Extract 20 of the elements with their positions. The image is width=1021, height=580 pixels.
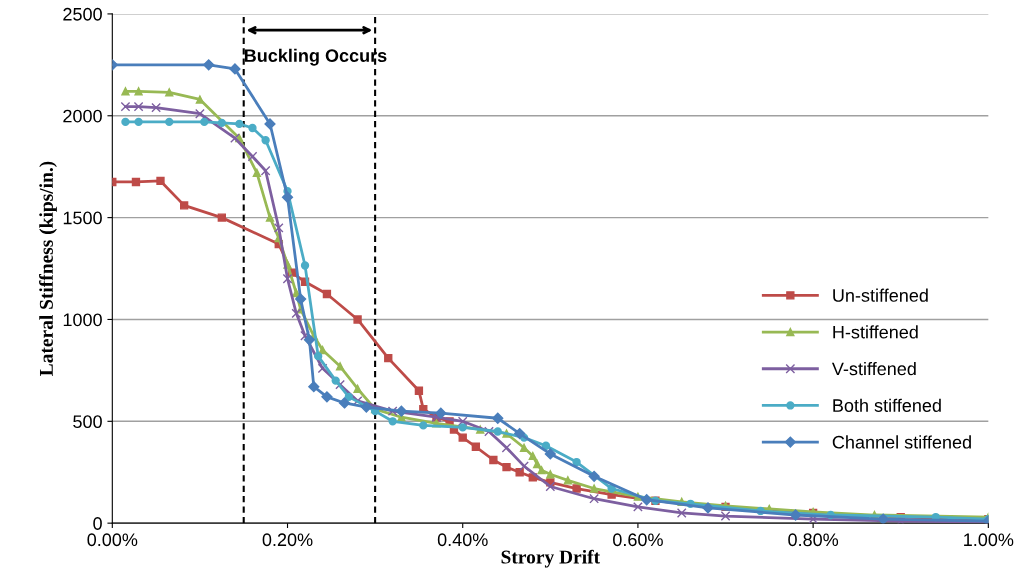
x-axis-title: Strory Drift [501,549,600,568]
legend-label: Channel stiffened [832,435,971,449]
legend-label: Both stiffened [833,398,941,412]
x-tick-label: 0.80% [788,533,839,547]
x-tick-label: 0.20% [262,533,313,547]
y-axis-title: Lateral Stiffness (kips/in.) [39,161,57,376]
y-tick-label: 2500 [63,7,102,21]
x-tick-label: 1.00% [964,533,1014,547]
legend-label: H-stiffened [833,325,918,339]
legend-label: Un-stiffened [833,288,928,302]
y-tick-label: 2000 [63,109,102,123]
y-tick-label: 0 [93,517,102,530]
x-tick-label: 0.40% [437,533,488,547]
x-tick-label: 0.00% [87,533,138,547]
annotation: Buckling Occurs [244,48,387,66]
x-tick-label: 0.60% [613,533,663,547]
y-tick-label: 1500 [63,211,102,225]
legend-label: V-stiffened [831,361,916,376]
y-tick-label: 500 [73,415,102,429]
y-tick-label: 1000 [63,313,102,327]
